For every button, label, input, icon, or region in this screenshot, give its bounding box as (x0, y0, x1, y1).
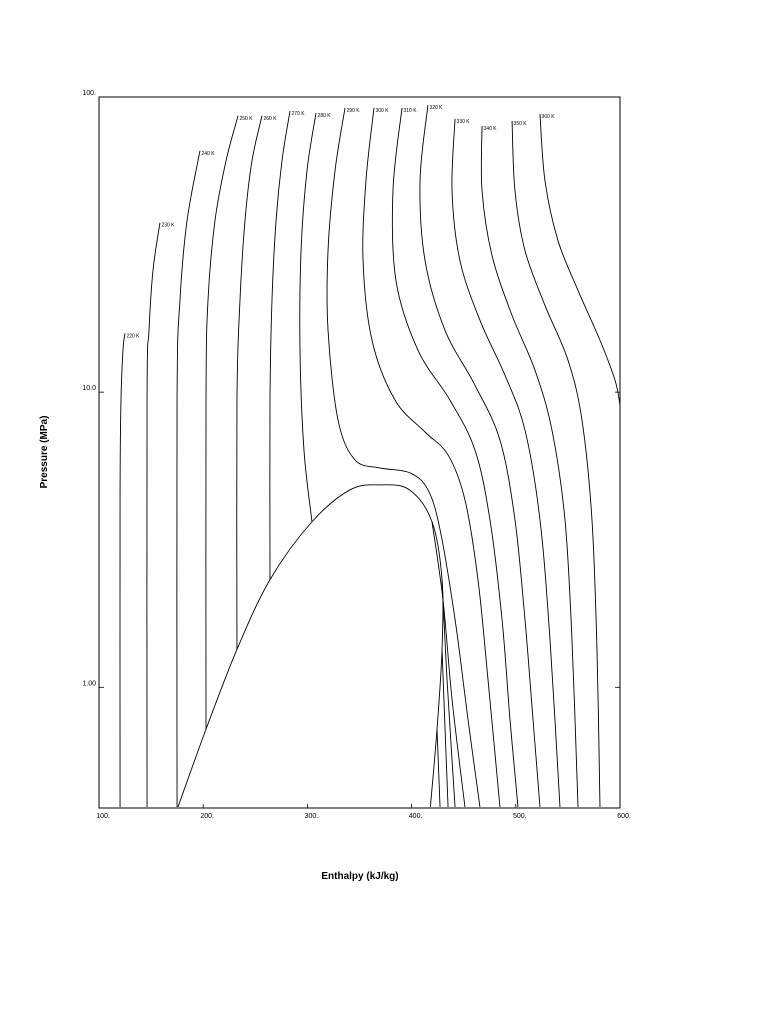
isotherm-label: 300 K (375, 108, 389, 114)
y-axis-title: Pressure (MPa) (39, 416, 50, 489)
x-tick-label: 100. (96, 813, 110, 820)
x-tick-label: 300. (305, 813, 319, 820)
isotherm (419, 105, 541, 808)
isotherm-label: 220 K (126, 333, 140, 339)
isotherm-label: 320 K (429, 105, 443, 111)
isotherm (326, 107, 481, 808)
isotherm-label: 260 K (263, 116, 277, 122)
x-tick-label: 500. (513, 813, 527, 820)
x-tick-label: 400. (409, 813, 423, 820)
plot-frame (98, 96, 621, 809)
isotherm-label: 250 K (240, 116, 254, 122)
y-tick-label: 1.00 (82, 680, 96, 687)
isotherm (362, 107, 501, 808)
isotherm (391, 107, 519, 808)
x-tick-label: 600. (617, 813, 631, 820)
isotherm (119, 333, 126, 808)
isotherm-label: 340 K (484, 126, 498, 132)
isotherm (205, 115, 441, 808)
isotherm (299, 112, 466, 808)
isotherm (146, 222, 161, 808)
isotherm-label: 360 K (541, 114, 555, 120)
x-axis-title: Enthalpy (kJ/kg) (321, 871, 398, 882)
isotherm-label: 330 K (457, 119, 471, 125)
isotherm (451, 118, 561, 808)
isotherm (480, 125, 579, 808)
isotherm-label: 240 K (201, 151, 215, 157)
isotherm-label: 280 K (318, 113, 332, 119)
isotherm-label: 230 K (161, 223, 175, 229)
y-tick-label: 100. (82, 90, 96, 97)
isotherm-label: 290 K (347, 108, 361, 114)
x-tick-label: 200. (200, 813, 214, 820)
isotherm-label: 270 K (291, 111, 305, 117)
y-tick-label: 10.0 (82, 385, 96, 392)
isotherm (236, 115, 449, 808)
isotherm (176, 150, 201, 808)
isotherm (511, 120, 601, 808)
isotherm-label: 310 K (404, 108, 418, 114)
isotherm-label: 350 K (514, 121, 528, 127)
curves (119, 105, 620, 808)
isotherm (539, 113, 620, 406)
